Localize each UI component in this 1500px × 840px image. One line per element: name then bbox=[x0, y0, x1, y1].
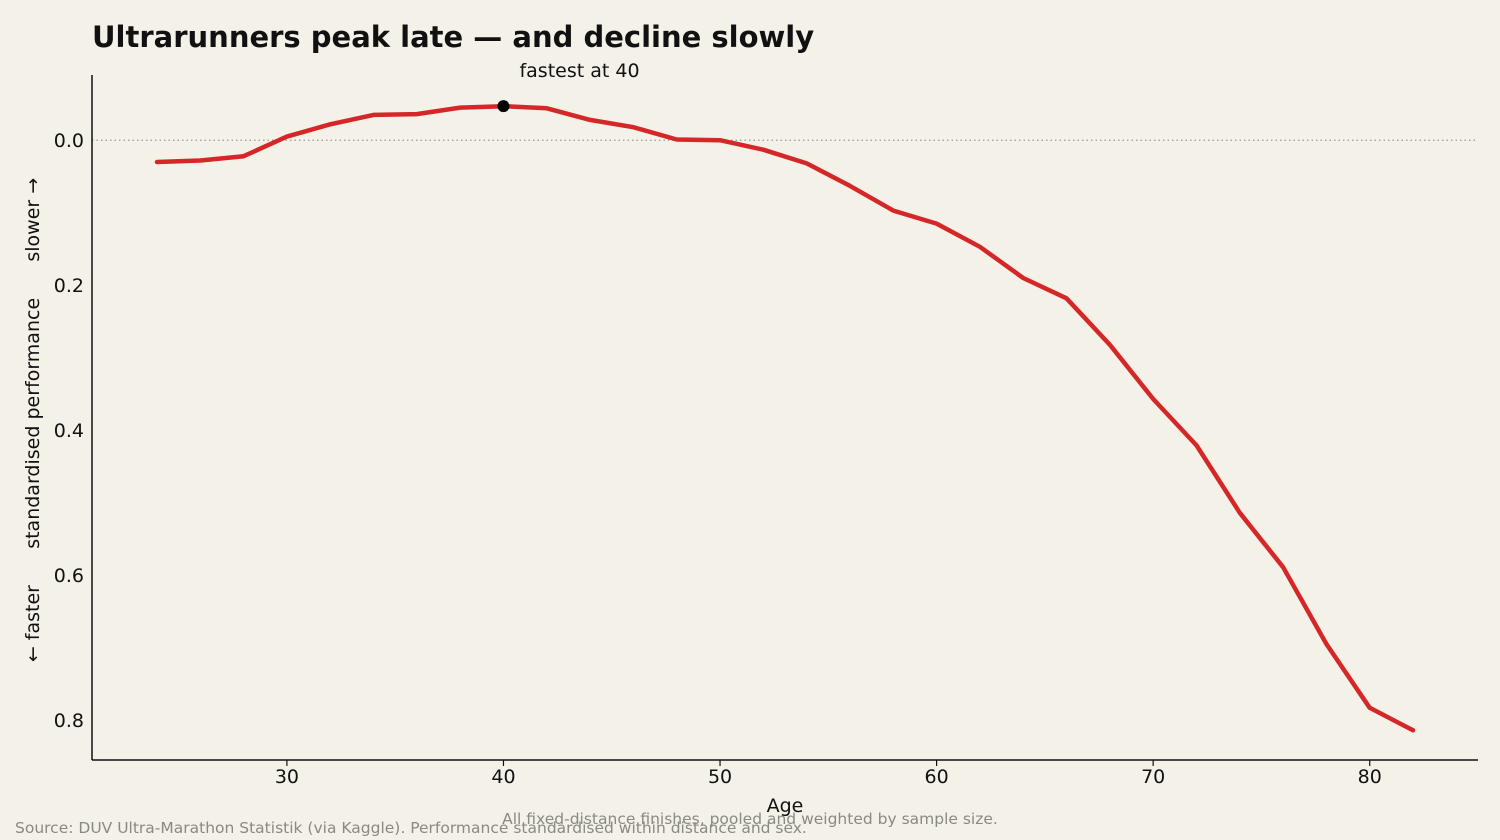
x-tick-label: 30 bbox=[275, 766, 299, 788]
x-axis-label: Age bbox=[767, 795, 804, 817]
y-tick-label: 0.4 bbox=[54, 420, 84, 442]
x-tick-label: 80 bbox=[1358, 766, 1382, 788]
x-tick-label: 60 bbox=[925, 766, 949, 788]
x-tick-label: 70 bbox=[1141, 766, 1165, 788]
x-tick-label: 40 bbox=[491, 766, 515, 788]
source-footnote: Source: DUV Ultra-Marathon Statistik (vi… bbox=[15, 819, 807, 837]
y-tick-label: 0.8 bbox=[54, 710, 84, 732]
peak-annotation: fastest at 40 bbox=[519, 60, 639, 82]
peak-marker bbox=[497, 100, 510, 113]
y-tick-label: 0.6 bbox=[54, 565, 84, 587]
series-line bbox=[154, 103, 1416, 733]
y-tick-label: 0.2 bbox=[54, 275, 84, 297]
y-tick-label: 0.0 bbox=[54, 130, 84, 152]
method-footnote: All fixed-distance finishes, pooled and … bbox=[502, 810, 998, 828]
y-axis-label: ← faster standardised performance slower… bbox=[22, 178, 44, 662]
chart-title: Ultrarunners peak late — and decline slo… bbox=[92, 20, 814, 54]
x-tick-label: 50 bbox=[708, 766, 732, 788]
